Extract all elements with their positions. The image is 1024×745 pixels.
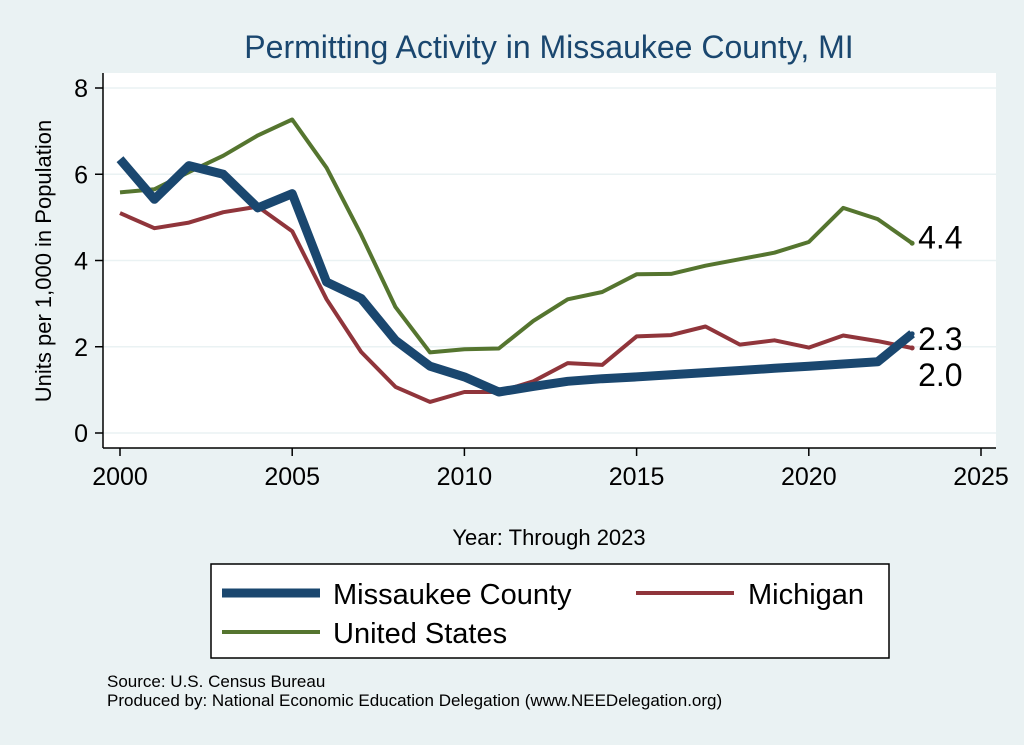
legend-label-missaukee: Missaukee County [333,579,572,611]
end-marker-missaukee-county [909,331,915,337]
y-tick-label-2: 2 [74,334,88,362]
chart-title: Permitting Activity in Missaukee County,… [244,29,853,65]
source-note: Source: U.S. Census Bureau Produced by: … [107,672,722,710]
end-label-missaukee-county: 2.3 [918,321,962,357]
source-line: Source: U.S. Census Bureau [107,672,326,691]
legend-label-united-states: United States [333,618,507,650]
x-tick-label-2010: 2010 [437,463,493,491]
legend-box [210,563,890,659]
y-tick-label-4: 4 [74,248,88,276]
y-tick-label-8: 8 [74,75,88,103]
x-axis-label: Year: Through 2023 [452,525,645,550]
x-tick-label-2005: 2005 [264,463,320,491]
end-label-michigan: 2.0 [918,357,962,393]
end-label-united-states: 4.4 [918,219,962,255]
x-tick-label-2000: 2000 [92,463,148,491]
legend: Missaukee County Michigan United States [210,563,890,659]
end-marker-michigan [909,345,915,351]
x-tick-label-2015: 2015 [609,463,665,491]
x-tick-label-2020: 2020 [781,463,837,491]
legend-label-michigan: Michigan [748,579,864,611]
y-tick-label-6: 6 [74,161,88,189]
x-tick-label-2025: 2025 [953,463,1009,491]
series-lines [116,117,915,404]
series-line-united-states [119,117,914,355]
produced-by-line: Produced by: National Economic Education… [107,691,723,710]
end-marker-united-states [909,240,915,246]
series-line-missaukee-county [116,156,915,397]
axis-ticks: 0 2 4 6 8 2000 2005 2010 2015 2020 2025 [74,75,1009,491]
y-axis-label: Units per 1,000 in Population [31,120,56,403]
end-labels: 2.32.0 4.4 [909,219,963,393]
y-tick-label-0: 0 [74,420,88,448]
gridlines [103,87,996,434]
